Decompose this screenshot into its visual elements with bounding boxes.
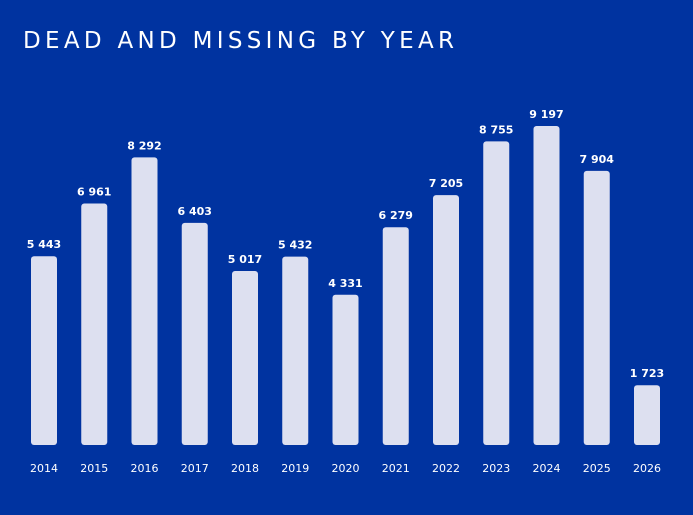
x-tick-label-2023: 2023 bbox=[482, 462, 510, 475]
x-tick-label-2016: 2016 bbox=[131, 462, 159, 475]
x-tick-label-2020: 2020 bbox=[332, 462, 360, 475]
x-tick-label-2014: 2014 bbox=[30, 462, 58, 475]
bar-2021 bbox=[382, 227, 409, 445]
data-label-2018: 5 017 bbox=[228, 253, 262, 266]
bar-2017 bbox=[181, 222, 208, 445]
x-tick-label-2019: 2019 bbox=[281, 462, 309, 475]
bar-2018 bbox=[232, 270, 258, 445]
data-label-2019: 5 432 bbox=[278, 239, 312, 252]
data-label-2014: 5 443 bbox=[27, 238, 61, 251]
bar-2019 bbox=[282, 256, 309, 445]
x-tick-label-2021: 2021 bbox=[382, 462, 410, 475]
bar-2014 bbox=[31, 256, 57, 445]
data-label-2022: 7 205 bbox=[429, 177, 463, 190]
data-label-2026: 1 723 bbox=[630, 367, 664, 380]
data-label-2016: 8 292 bbox=[127, 139, 161, 152]
x-tick-label-2017: 2017 bbox=[181, 462, 209, 475]
data-label-2020: 4 331 bbox=[328, 277, 362, 290]
data-label-2024: 9 197 bbox=[529, 108, 563, 121]
bar-2020 bbox=[332, 294, 359, 445]
bar-2026 bbox=[634, 385, 660, 445]
bar-2015 bbox=[81, 203, 108, 445]
bar-2023 bbox=[483, 141, 510, 445]
x-tick-label-2026: 2026 bbox=[633, 462, 661, 475]
x-tick-label-2025: 2025 bbox=[583, 462, 611, 475]
bar-2024 bbox=[533, 126, 560, 445]
bar-2022 bbox=[433, 195, 459, 445]
x-tick-label-2024: 2024 bbox=[533, 462, 561, 475]
data-label-2023: 8 755 bbox=[479, 123, 513, 136]
x-tick-label-2022: 2022 bbox=[432, 462, 460, 475]
chart-title: DEAD AND MISSING BY YEAR bbox=[23, 28, 459, 54]
data-label-2021: 6 279 bbox=[379, 209, 413, 222]
x-tick-label-2015: 2015 bbox=[80, 462, 108, 475]
bar-2016 bbox=[131, 157, 158, 445]
bar-2025 bbox=[583, 170, 610, 445]
data-label-2025: 7 904 bbox=[580, 153, 615, 166]
data-label-2017: 6 403 bbox=[178, 205, 212, 218]
x-tick-label-2018: 2018 bbox=[231, 462, 259, 475]
data-label-2015: 6 961 bbox=[77, 186, 111, 199]
